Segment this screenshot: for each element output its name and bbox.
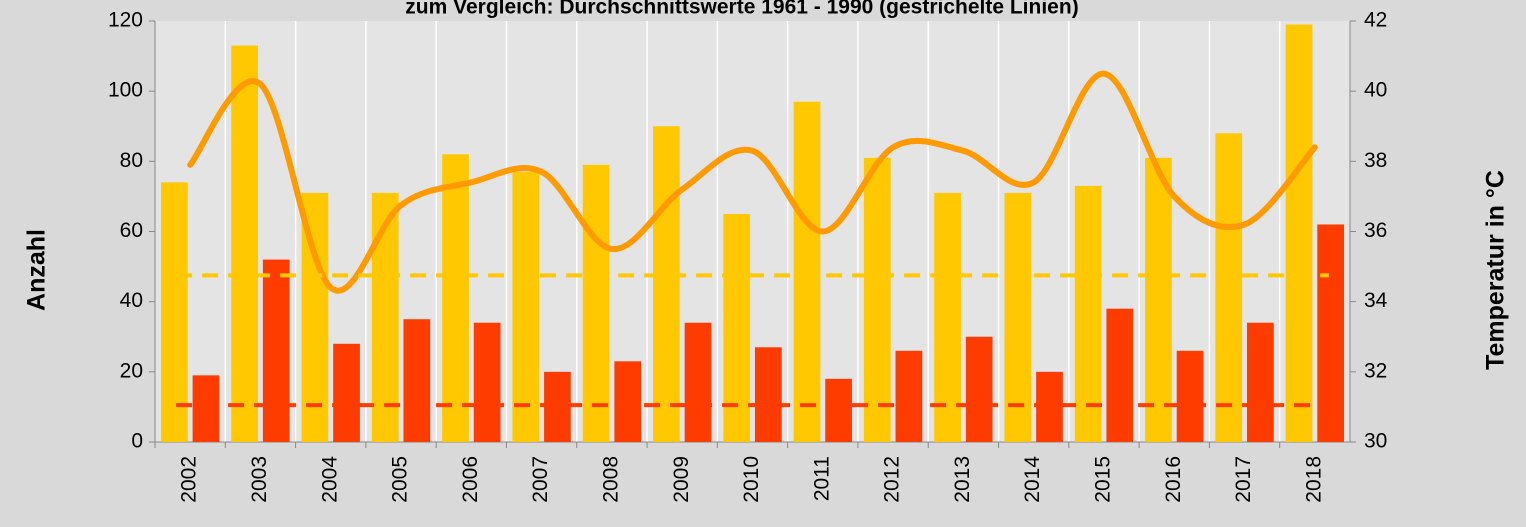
bar	[1074, 185, 1102, 442]
bar	[614, 361, 642, 442]
y2-tick-label: 32	[1364, 359, 1387, 382]
y2-tick-label: 42	[1364, 9, 1387, 32]
bar	[1215, 133, 1243, 442]
bar	[512, 171, 540, 442]
bar	[442, 154, 469, 443]
y2-tick-label: 30	[1364, 430, 1387, 453]
bar	[582, 164, 610, 442]
x-tick-label: 2017	[1232, 456, 1255, 503]
bar	[1247, 322, 1274, 442]
bar	[333, 343, 360, 442]
y-tick-label: 80	[120, 149, 143, 172]
bar	[895, 350, 923, 442]
bar	[1106, 308, 1134, 442]
bar	[473, 322, 501, 442]
x-tick-label: 2018	[1302, 456, 1325, 503]
bar	[192, 375, 220, 442]
x-tick-label: 2013	[951, 456, 974, 503]
x-tick-label: 2011	[810, 456, 833, 501]
x-tick-label: 2009	[670, 456, 693, 503]
x-tick-label: 2016	[1162, 456, 1185, 503]
bar	[934, 192, 961, 442]
y-tick-label: 100	[108, 79, 143, 102]
x-tick-label: 2008	[599, 456, 622, 503]
bar	[1317, 224, 1345, 442]
bar	[1285, 24, 1313, 443]
bar	[653, 126, 680, 442]
x-tick-label: 2005	[389, 456, 412, 503]
y2-tick-label: 38	[1364, 149, 1387, 172]
y-tick-label: 20	[120, 359, 143, 382]
bar	[863, 157, 891, 442]
y2-tick-label: 36	[1364, 219, 1387, 242]
bar	[825, 378, 852, 442]
bar	[262, 259, 290, 442]
y-tick-label: 40	[120, 289, 143, 312]
chart-title: zum Vergleich: Durchschnittswerte 1961 -…	[405, 0, 1078, 19]
bar	[1176, 350, 1204, 442]
x-tick-label: 2015	[1092, 456, 1115, 503]
x-tick-label: 2007	[529, 456, 552, 503]
x-tick-label: 2004	[318, 456, 341, 503]
y-axis-label: Anzahl	[23, 229, 51, 311]
y-tick-label: 0	[131, 430, 143, 453]
x-tick-label: 2014	[1021, 456, 1044, 503]
x-tick-label: 2006	[459, 456, 482, 503]
bar	[1145, 157, 1172, 442]
bar	[754, 347, 782, 442]
x-tick-label: 2010	[740, 456, 763, 503]
bar	[793, 101, 821, 443]
x-tick-label: 2003	[248, 456, 271, 503]
bar	[965, 336, 993, 442]
bar	[371, 192, 399, 442]
y-tick-label: 120	[108, 9, 143, 32]
y2-tick-label: 34	[1364, 289, 1388, 312]
temperature-line	[187, 70, 1318, 294]
bar	[403, 319, 431, 442]
bar	[684, 322, 712, 442]
y2-axis-label: Temperatur in °C	[1482, 170, 1510, 370]
x-tick-label: 2012	[881, 456, 904, 503]
bar	[1004, 192, 1032, 442]
y-tick-label: 60	[120, 219, 143, 242]
bar	[160, 182, 188, 442]
y2-tick-label: 40	[1364, 79, 1387, 102]
bar	[231, 45, 258, 442]
x-tick-label: 2002	[178, 456, 201, 503]
bar	[723, 213, 751, 442]
